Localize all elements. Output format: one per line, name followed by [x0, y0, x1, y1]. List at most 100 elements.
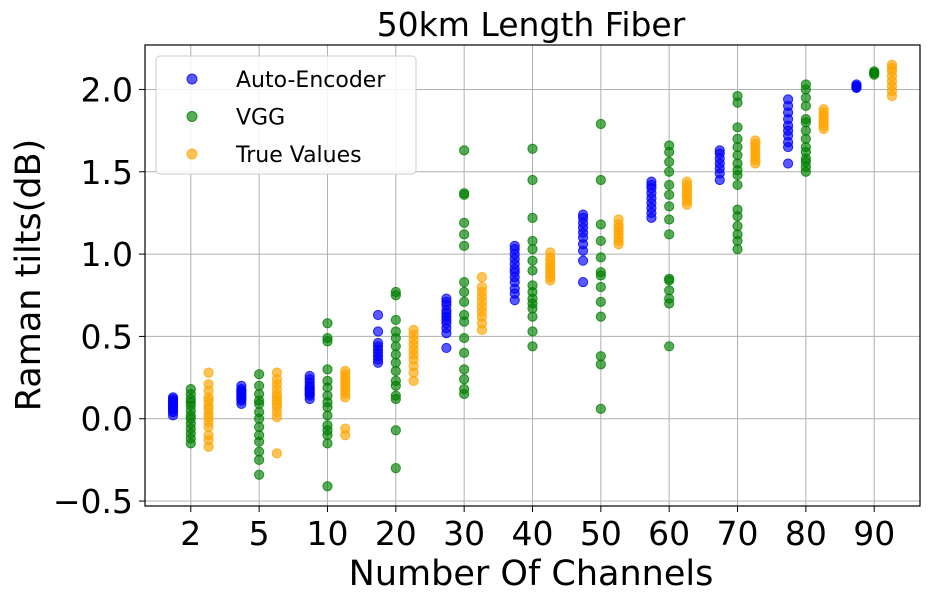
data-point — [459, 296, 470, 307]
data-point — [732, 122, 743, 133]
data-point — [408, 324, 419, 335]
data-point — [595, 174, 606, 186]
data-point — [527, 255, 538, 266]
x-tick-label: 70 — [717, 514, 759, 553]
data-point — [390, 375, 401, 386]
data-point — [459, 276, 470, 288]
y-tick-label: 0.5 — [81, 317, 133, 356]
data-point — [254, 380, 265, 391]
data-point — [459, 309, 470, 321]
data-point — [527, 212, 538, 223]
data-point — [800, 113, 811, 125]
data-point — [441, 342, 452, 354]
data-point — [782, 94, 794, 105]
data-point — [236, 380, 247, 391]
data-point — [322, 481, 333, 492]
data-point — [527, 174, 538, 186]
data-point — [681, 176, 693, 187]
data-point — [254, 446, 265, 457]
data-point — [459, 384, 470, 395]
data-point — [818, 104, 829, 115]
y-axis-label: Raman tilts(dB) — [9, 139, 49, 412]
data-point — [390, 326, 401, 337]
data-point — [185, 384, 196, 395]
data-point — [595, 311, 606, 322]
data-point — [595, 281, 606, 293]
data-point — [390, 286, 401, 298]
data-point — [476, 281, 488, 293]
data-point — [664, 229, 675, 240]
data-point — [254, 469, 265, 480]
data-point — [714, 145, 725, 156]
data-point — [372, 337, 384, 349]
data-point — [372, 326, 384, 337]
legend-marker — [186, 148, 198, 160]
x-axis: 2 5 10 20 30 40 50 60 70 80 90 — [180, 506, 895, 553]
data-point — [459, 374, 470, 385]
data-point — [800, 79, 811, 90]
data-point — [851, 79, 862, 90]
x-tick-label: 50 — [580, 514, 622, 553]
data-point — [476, 272, 488, 283]
data-point — [595, 296, 606, 307]
data-point — [732, 133, 743, 144]
data-point — [322, 375, 333, 386]
data-point — [595, 118, 606, 130]
data-point — [664, 341, 675, 352]
data-point — [459, 347, 470, 358]
data-points — [167, 59, 898, 492]
data-point — [271, 367, 283, 378]
data-point — [390, 390, 401, 401]
legend-marker — [186, 73, 198, 85]
data-point — [390, 463, 401, 474]
data-point — [527, 326, 538, 337]
x-tick-label: 20 — [375, 514, 417, 553]
data-point — [322, 364, 333, 375]
x-tick-label: 2 — [180, 514, 201, 553]
data-point — [750, 135, 761, 146]
data-point — [527, 280, 538, 291]
data-point — [459, 217, 470, 228]
data-point — [595, 252, 606, 263]
data-point — [664, 201, 675, 212]
legend: Auto-Encoder VGG True Values — [155, 55, 417, 175]
legend-label: Auto-Encoder — [236, 68, 386, 93]
data-point — [340, 423, 351, 434]
data-point — [271, 448, 283, 459]
data-point — [167, 392, 179, 403]
data-point — [664, 140, 675, 151]
data-point — [459, 240, 470, 251]
data-point — [577, 209, 589, 220]
x-tick-label: 5 — [249, 514, 270, 553]
data-point — [527, 143, 538, 154]
data-point — [782, 158, 794, 169]
data-point — [886, 59, 898, 70]
data-point — [441, 293, 452, 304]
y-tick-label: −0.5 — [53, 482, 133, 521]
data-point — [595, 267, 606, 278]
data-point — [595, 219, 606, 230]
data-point — [646, 176, 657, 187]
data-point — [459, 286, 470, 298]
data-point — [304, 370, 315, 382]
data-point — [527, 265, 538, 276]
x-tick-label: 30 — [443, 514, 485, 553]
y-tick-label: 1.5 — [81, 153, 133, 192]
data-point — [664, 273, 675, 284]
x-tick-label: 40 — [512, 514, 554, 553]
data-point — [732, 90, 743, 102]
data-point — [203, 379, 214, 390]
data-point — [664, 166, 675, 177]
x-axis-label: Number Of Channels — [349, 554, 714, 594]
data-point — [459, 229, 470, 240]
data-point — [595, 351, 606, 362]
data-point — [203, 367, 214, 378]
data-point — [577, 255, 589, 266]
data-point — [732, 204, 743, 215]
data-point — [390, 425, 401, 436]
data-point — [664, 285, 675, 296]
data-point — [545, 247, 556, 258]
data-point — [613, 214, 624, 225]
data-point — [664, 214, 675, 225]
